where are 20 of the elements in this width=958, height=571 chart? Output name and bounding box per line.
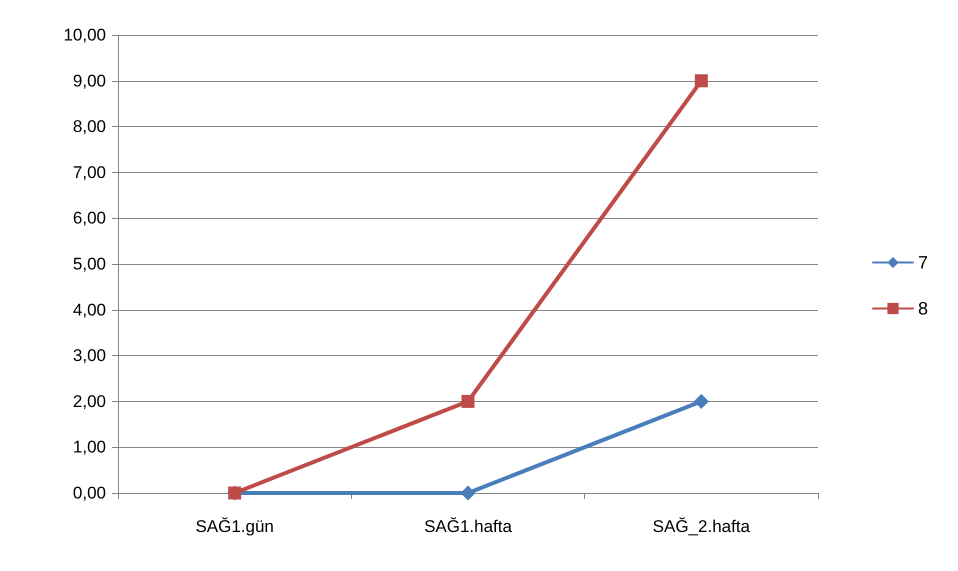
point [694,394,709,409]
y-tick-label: 7,00 [72,162,106,182]
point [462,394,474,408]
x-tick-label: SAĞ1.hafta [424,517,512,536]
y-tick-label: 4,00 [72,300,106,320]
x-tick-label: SAĞ_2.hafta [652,517,751,536]
y-tick-label: 1,00 [72,438,106,457]
x-tick-label: SAĞ1.gün [195,517,274,536]
y-tick-label: 0,00 [72,484,106,502]
y-tick-label: 5,00 [72,254,106,274]
legend-label: 7 [918,252,928,272]
point [694,74,708,88]
point [460,486,476,500]
y-tick-label: 8,00 [72,117,106,136]
legend-label: 8 [918,298,928,318]
y-tick-label: 2,00 [72,392,106,411]
y-tick-label: 6,00 [72,208,106,228]
y-tick-label: 10,00 [63,26,106,44]
y-tick-label: 9,00 [72,71,106,90]
y-tick-label: 3,00 [72,346,106,366]
